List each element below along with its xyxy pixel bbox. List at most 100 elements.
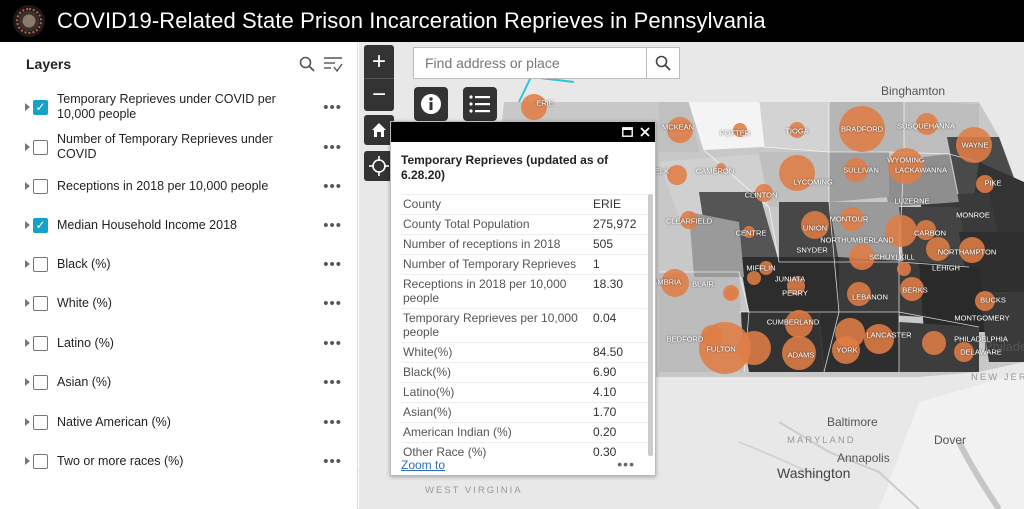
layer-visibility-checkbox[interactable] <box>33 139 48 155</box>
county-bubble[interactable] <box>832 336 860 364</box>
county-bubble[interactable] <box>782 336 816 370</box>
layer-row[interactable]: Latino (%) ••• <box>0 328 358 358</box>
county-bubble[interactable] <box>521 94 547 120</box>
layer-row[interactable]: Two or more races (%) ••• <box>0 446 358 476</box>
county-label: BRADFORD <box>840 124 884 134</box>
expand-caret-icon[interactable] <box>25 457 30 465</box>
county-bubble[interactable] <box>956 127 992 163</box>
county-bubble[interactable] <box>789 122 805 138</box>
county-label: SUSQUEHANNA <box>897 121 955 131</box>
zoom-out-button[interactable]: − <box>364 78 394 111</box>
county-bubble[interactable] <box>747 271 761 285</box>
county-bubble[interactable] <box>975 291 995 311</box>
layer-visibility-checkbox[interactable] <box>33 414 48 430</box>
expand-caret-icon[interactable] <box>25 182 30 190</box>
search-icon[interactable] <box>299 56 315 72</box>
layer-visibility-checkbox[interactable] <box>33 335 48 351</box>
county-bubble[interactable] <box>897 262 911 276</box>
county-bubble[interactable] <box>680 211 698 229</box>
expand-caret-icon[interactable] <box>25 418 30 426</box>
expand-caret-icon[interactable] <box>25 221 30 229</box>
expand-caret-icon[interactable] <box>25 299 30 307</box>
county-bubble[interactable] <box>922 331 946 355</box>
layer-row[interactable]: Asian (%) ••• <box>0 367 358 397</box>
layer-visibility-checkbox[interactable] <box>33 256 48 272</box>
layer-options-button[interactable]: ••• <box>323 138 342 156</box>
county-bubble[interactable] <box>916 113 938 135</box>
county-bubble[interactable] <box>759 261 773 275</box>
layer-options-button[interactable]: ••• <box>323 413 342 431</box>
layer-options-button[interactable]: ••• <box>323 334 342 352</box>
county-bubble[interactable] <box>667 165 687 185</box>
layer-options-button[interactable]: ••• <box>323 255 342 273</box>
layer-row[interactable]: Black (%) ••• <box>0 249 358 279</box>
county-bubble[interactable] <box>661 269 689 297</box>
county-bubble[interactable] <box>885 215 917 247</box>
zoom-to-link[interactable]: Zoom to <box>401 458 446 472</box>
county-bubble[interactable] <box>785 310 813 338</box>
county-bubble[interactable] <box>743 226 755 238</box>
layer-row[interactable]: White (%) ••• <box>0 288 358 318</box>
layer-options-button[interactable]: ••• <box>323 98 342 116</box>
home-button[interactable] <box>364 115 394 145</box>
layer-visibility-checkbox[interactable] <box>33 295 48 311</box>
county-bubble[interactable] <box>959 237 985 263</box>
layer-options-button[interactable]: ••• <box>323 177 342 195</box>
layer-visibility-checkbox[interactable] <box>33 374 48 390</box>
close-icon[interactable] <box>640 127 650 137</box>
layer-options-button[interactable]: ••• <box>323 373 342 391</box>
county-bubble[interactable] <box>888 148 924 184</box>
locate-button[interactable] <box>364 151 394 181</box>
county-bubble[interactable] <box>954 342 974 362</box>
county-bubble[interactable] <box>699 322 751 374</box>
county-bubble[interactable] <box>900 277 924 301</box>
popup-attribute-value: 1 <box>593 257 600 271</box>
popup-scrollbar[interactable] <box>648 194 653 456</box>
county-bubble[interactable] <box>755 184 773 202</box>
layer-row[interactable]: ✓ Median Household Income 2018 ••• <box>0 210 358 240</box>
layer-row[interactable]: Native American (%) ••• <box>0 407 358 437</box>
layer-row[interactable]: Number of Temporary Reprieves under COVI… <box>0 132 358 162</box>
county-bubble[interactable] <box>667 117 693 143</box>
popup-attribute-name: Other Race (%) <box>403 445 487 459</box>
layer-visibility-checkbox[interactable]: ✓ <box>33 217 48 233</box>
county-bubble[interactable] <box>801 211 829 239</box>
layer-visibility-checkbox[interactable] <box>33 178 48 194</box>
legend-button[interactable] <box>463 87 497 121</box>
expand-caret-icon[interactable] <box>25 260 30 268</box>
county-bubble[interactable] <box>840 207 864 231</box>
county-bubble[interactable] <box>779 155 815 191</box>
county-bubble[interactable] <box>737 331 771 365</box>
county-bubble[interactable] <box>733 123 747 137</box>
county-bubble[interactable] <box>844 158 868 182</box>
expand-caret-icon[interactable] <box>25 339 30 347</box>
search-input[interactable] <box>414 48 646 78</box>
layer-options-button[interactable]: ••• <box>323 452 342 470</box>
popup-more-button[interactable]: ••• <box>617 456 635 472</box>
expand-caret-icon[interactable] <box>25 103 30 111</box>
county-bubble[interactable] <box>849 244 875 270</box>
county-bubble[interactable] <box>716 163 726 173</box>
filter-icon[interactable] <box>323 55 343 73</box>
county-bubble[interactable] <box>926 237 950 261</box>
county-bubble[interactable] <box>725 288 737 300</box>
county-bubble[interactable] <box>787 277 805 295</box>
county-bubble[interactable] <box>976 175 994 193</box>
layer-row[interactable]: ✓ Temporary Reprieves under COVID per 10,… <box>0 92 358 122</box>
layer-options-button[interactable]: ••• <box>323 294 342 312</box>
county-bubble[interactable] <box>916 220 936 240</box>
search-button[interactable] <box>646 48 679 78</box>
map-view[interactable]: ERIE MCKEAN POTTER TIOGA BRADFORD SUSQUEHANNA… <box>359 42 1024 509</box>
county-bubble[interactable] <box>864 324 894 354</box>
expand-caret-icon[interactable] <box>25 378 30 386</box>
layer-visibility-checkbox[interactable] <box>33 453 48 469</box>
county-bubble[interactable] <box>839 106 885 152</box>
county-bubble[interactable] <box>847 282 871 306</box>
layer-visibility-checkbox[interactable]: ✓ <box>33 99 48 115</box>
layer-options-button[interactable]: ••• <box>323 216 342 234</box>
info-button[interactable] <box>414 87 448 121</box>
expand-caret-icon[interactable] <box>25 143 30 151</box>
zoom-in-button[interactable]: + <box>364 45 394 78</box>
maximize-icon[interactable] <box>622 127 633 137</box>
layer-row[interactable]: Receptions in 2018 per 10,000 people ••• <box>0 171 358 201</box>
